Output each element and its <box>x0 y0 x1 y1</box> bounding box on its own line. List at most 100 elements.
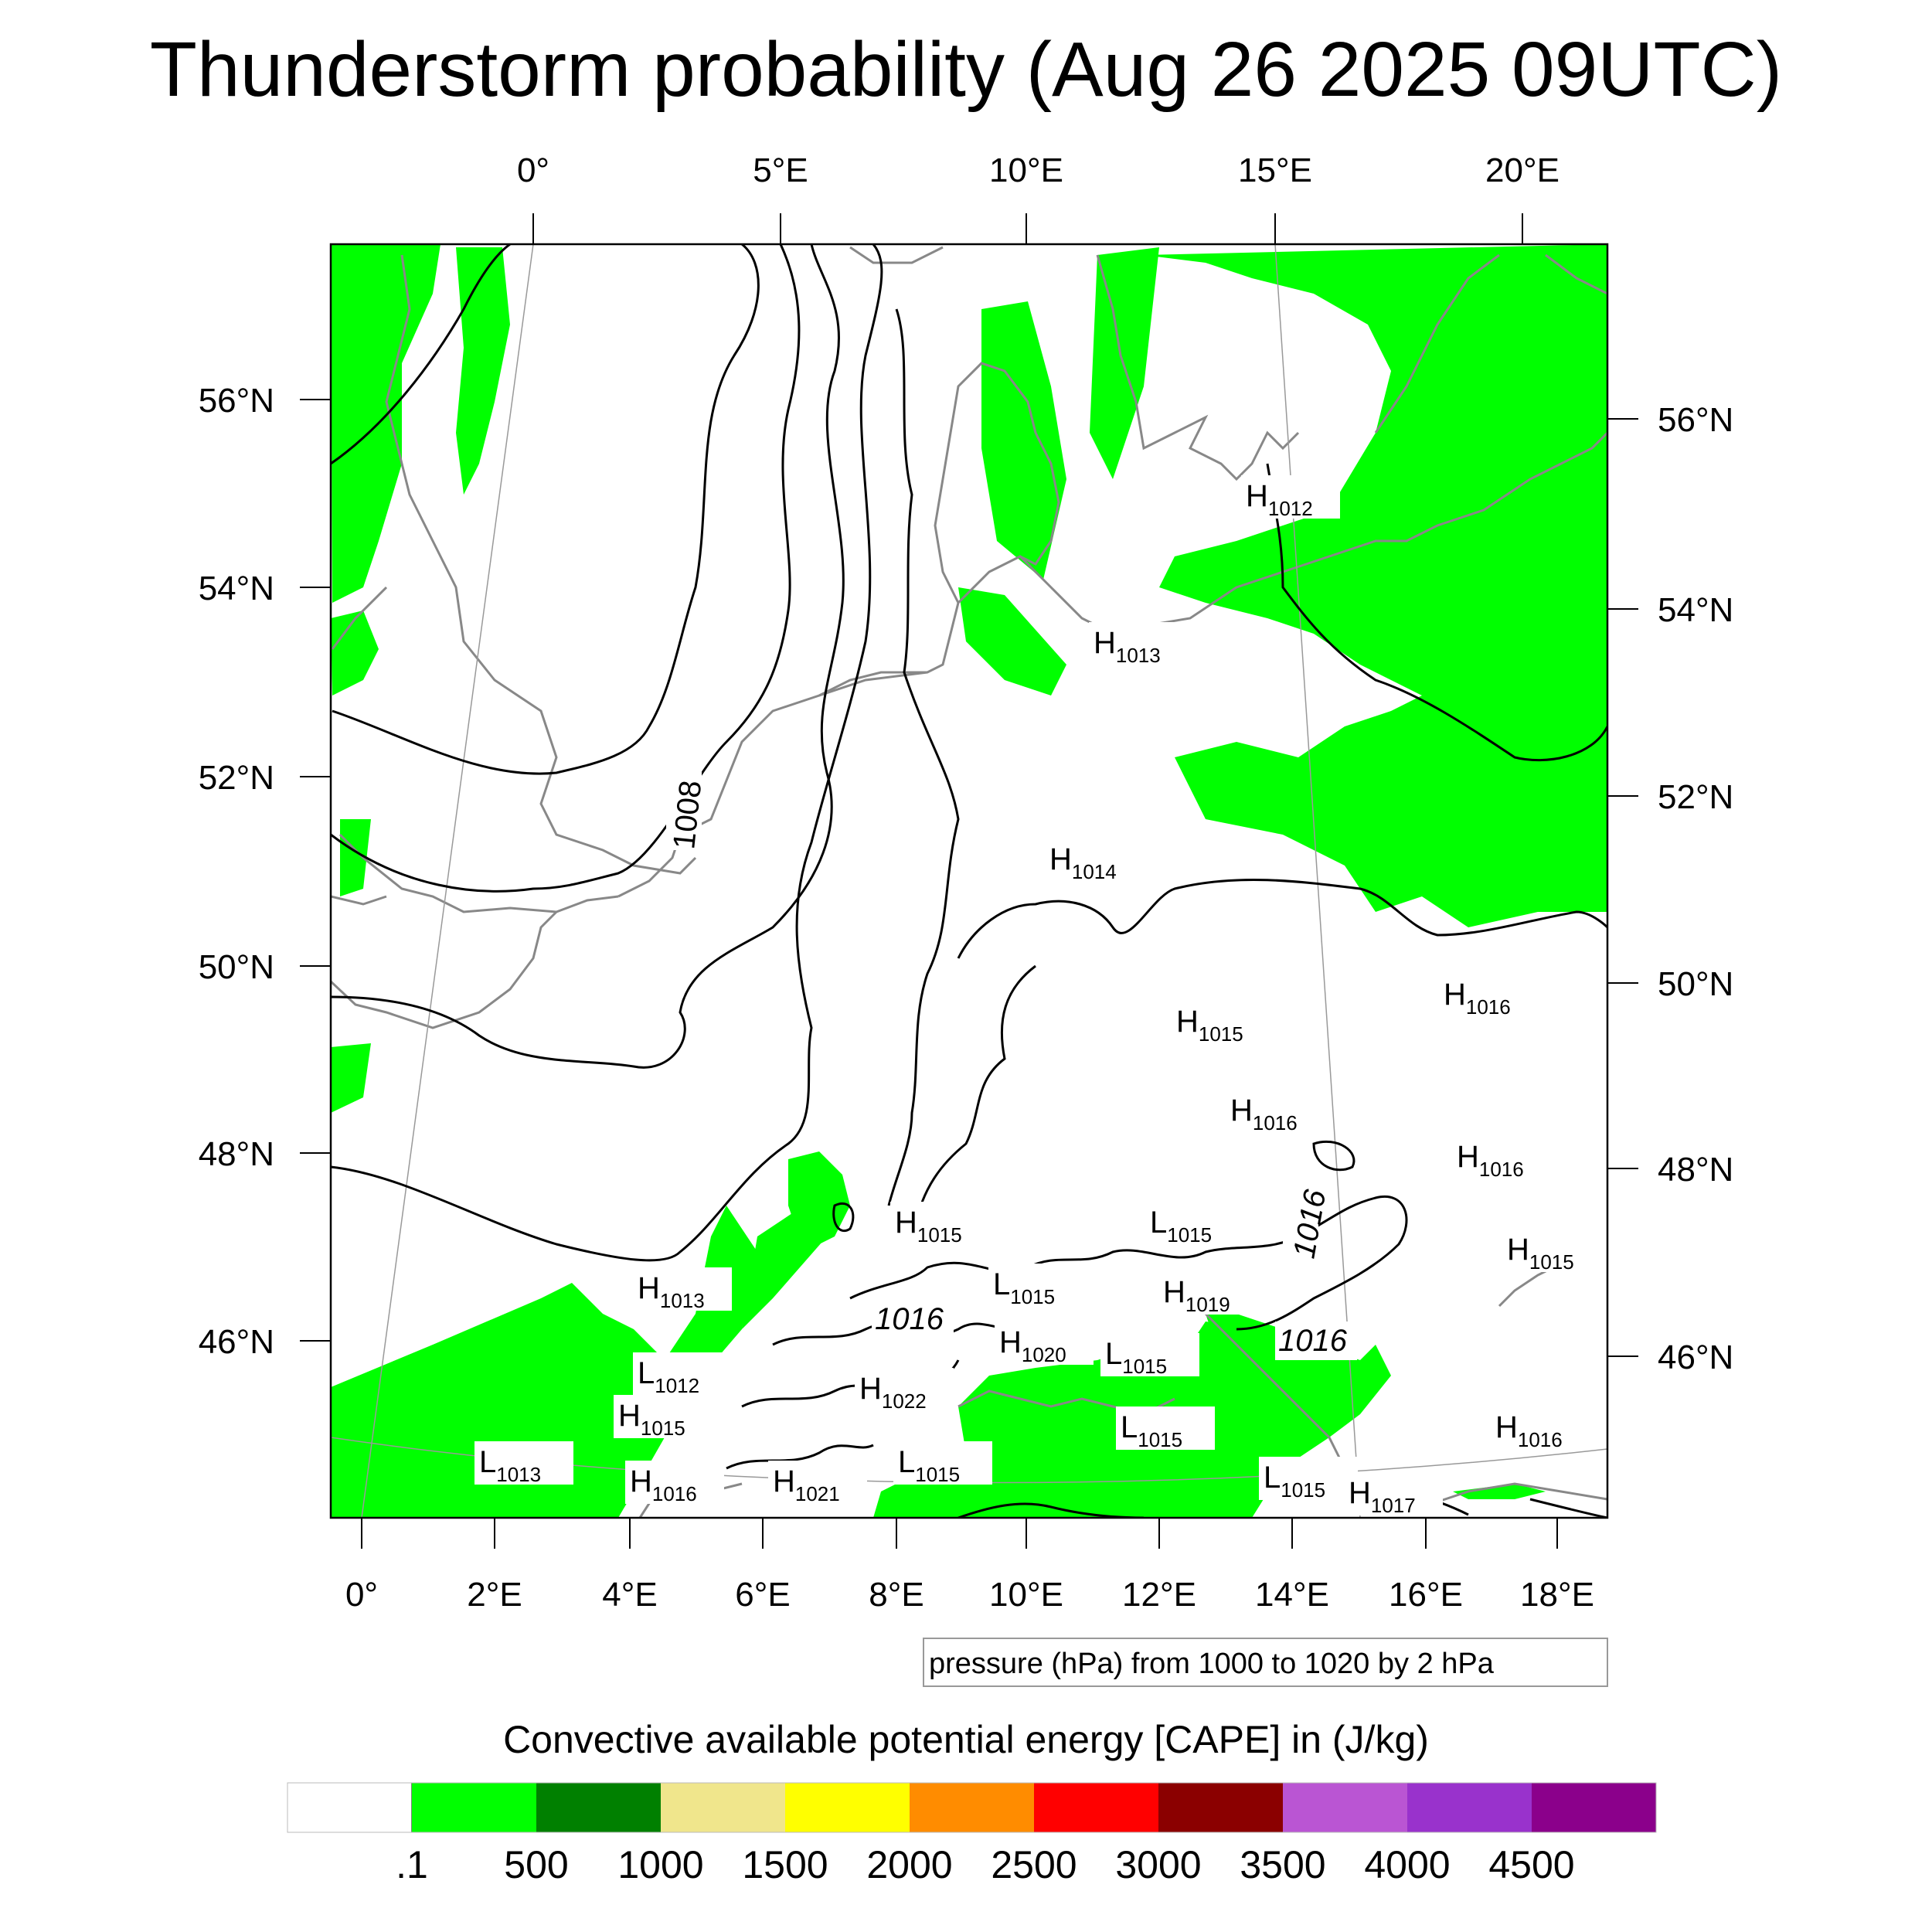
top-lon-label: 20°E <box>1485 151 1560 189</box>
pressure-center-value: 1015 <box>1529 1250 1574 1274</box>
contour-label-1016-b: 1016 <box>1278 1324 1348 1358</box>
contour-labels: 1008 1016 1016 1016 <box>666 765 1357 1360</box>
isobar-1002 <box>332 244 760 775</box>
pressure-center-label: H1016 <box>1491 1406 1590 1451</box>
pressure-center-label: H1019 <box>1158 1271 1257 1316</box>
svg-text:H1016: H1016 <box>1457 1140 1524 1181</box>
bottom-lon-label: 0° <box>345 1576 378 1614</box>
pressure-center-label: H1015 <box>890 1202 989 1247</box>
svg-text:H1015: H1015 <box>1507 1233 1574 1274</box>
legend-label: 1500 <box>742 1843 828 1886</box>
isobar-1010 <box>887 308 960 1206</box>
pressure-center-type: H <box>895 1206 917 1240</box>
left-lat-label: 52°N <box>199 759 274 797</box>
pressure-center-type: H <box>1507 1233 1529 1267</box>
pressure-center-value: 1016 <box>652 1482 697 1505</box>
svg-text:H1019: H1019 <box>1163 1275 1230 1316</box>
pressure-center-type: H <box>999 1325 1022 1359</box>
svg-text:H1016: H1016 <box>630 1464 697 1505</box>
graticule-meridian-15 <box>1274 244 1361 1518</box>
left-lat-label: 56°N <box>199 382 274 420</box>
svg-text:H1016: H1016 <box>1495 1410 1563 1451</box>
pressure-center-value: 1015 <box>917 1223 962 1247</box>
coastline-denmark <box>934 362 1060 604</box>
pressure-center-value: 1021 <box>795 1482 840 1505</box>
legend-frame <box>287 1782 1657 1833</box>
legend-color-box <box>1034 1783 1158 1832</box>
pressure-center-value: 1017 <box>1371 1494 1416 1517</box>
cape-area-north-sea <box>456 247 510 495</box>
svg-text:L1015: L1015 <box>1264 1461 1325 1502</box>
pressure-center-value: 1015 <box>641 1417 685 1440</box>
legend-color-box <box>1158 1783 1283 1832</box>
pressure-center-type: H <box>1094 626 1116 660</box>
pressure-center-value: 1015 <box>1010 1285 1055 1308</box>
coastline-netherlands <box>818 555 1114 697</box>
legend-label: 1000 <box>617 1843 703 1886</box>
contour-label-1016-a: 1016 <box>875 1302 944 1336</box>
legend-label: .1 <box>396 1843 428 1886</box>
top-lon-label: 10°E <box>989 151 1063 189</box>
coastline-france-north <box>617 671 928 898</box>
bottom-lon-label: 8°E <box>869 1576 923 1614</box>
pressure-center-label: H1016 <box>1439 974 1538 1019</box>
pressure-center-value: 1013 <box>1116 644 1161 667</box>
pressure-center-value: 1020 <box>1022 1343 1066 1366</box>
cape-area-northwest <box>331 244 440 603</box>
pressure-center-label: L1015 <box>893 1441 992 1486</box>
right-lat-label: 48°N <box>1658 1151 1733 1189</box>
pressure-center-value: 1012 <box>655 1374 699 1397</box>
legend-label: 2000 <box>866 1843 952 1886</box>
coastline-ireland <box>331 895 387 906</box>
legend-label: 500 <box>504 1843 568 1886</box>
pressure-center-value: 1015 <box>1138 1428 1182 1451</box>
isobar-alps-detail-3 <box>726 1444 874 1470</box>
pressure-center-label: H1022 <box>855 1368 954 1413</box>
left-lat-label: 50°N <box>199 948 274 986</box>
cape-areas <box>331 244 1607 1518</box>
coastline-baltic-north <box>1374 253 1607 434</box>
pressure-note-box: pressure (hPa) from 1000 to 1020 by 2 hP… <box>923 1638 1608 1687</box>
map-ticks <box>300 213 1638 1549</box>
bottom-lon-label: 2°E <box>467 1576 522 1614</box>
svg-text:L1015: L1015 <box>993 1267 1055 1308</box>
pressure-center-type: H <box>1176 1005 1199 1039</box>
legend-color-box <box>287 1782 413 1833</box>
pressure-center-type: H <box>618 1399 641 1433</box>
legend-label: 2500 <box>991 1843 1077 1886</box>
pressure-center-value: 1015 <box>1167 1223 1212 1247</box>
pressure-center-label: H1012 <box>1241 475 1340 520</box>
pressure-center-label: H1013 <box>633 1267 732 1312</box>
cape-area-southwest <box>331 1206 757 1518</box>
pressure-center-label: L1012 <box>633 1352 732 1397</box>
pressure-center-label: H1015 <box>1172 1001 1270 1046</box>
legend-title: Convective available potential energy [C… <box>503 1718 1429 1761</box>
pressure-center-label: L1015 <box>1100 1333 1199 1378</box>
svg-text:H1022: H1022 <box>859 1372 927 1413</box>
top-lon-label: 15°E <box>1238 151 1312 189</box>
top-lon-label: 0° <box>517 151 549 189</box>
chart-title: Thunderstorm probability (Aug 26 2025 09… <box>149 26 1783 113</box>
top-lon-labels: 0° 5°E 10°E 15°E 20°E <box>517 151 1560 189</box>
legend-colorbar <box>287 1782 1657 1833</box>
pressure-center-type: H <box>1049 842 1072 876</box>
pressure-center-type: L <box>898 1445 915 1479</box>
svg-text:H1015: H1015 <box>895 1206 962 1247</box>
right-lat-label: 56°N <box>1658 401 1733 439</box>
legend-color-box <box>412 1783 536 1832</box>
pressure-center-label: L1015 <box>1116 1406 1215 1451</box>
pressure-center-value: 1016 <box>1479 1158 1524 1181</box>
pressure-center-type: H <box>1349 1476 1371 1510</box>
top-lon-label: 5°E <box>753 151 808 189</box>
isobar-1006 <box>331 244 845 1069</box>
pressure-center-value: 1015 <box>1199 1022 1243 1046</box>
legend-color-box <box>910 1783 1034 1832</box>
pressure-center-label: H1017 <box>1344 1472 1443 1517</box>
graticule-meridian-0 <box>361 244 534 1518</box>
pressure-center-label: H1014 <box>1045 838 1144 883</box>
bottom-lon-labels: 0° 2°E 4°E 6°E 8°E 10°E 12°E 14°E 16°E 1… <box>345 1576 1594 1614</box>
pressure-center-value: 1013 <box>660 1289 705 1312</box>
bottom-lon-label: 14°E <box>1255 1576 1329 1614</box>
pressure-center-type: L <box>1264 1461 1281 1495</box>
svg-text:H1020: H1020 <box>999 1325 1066 1366</box>
